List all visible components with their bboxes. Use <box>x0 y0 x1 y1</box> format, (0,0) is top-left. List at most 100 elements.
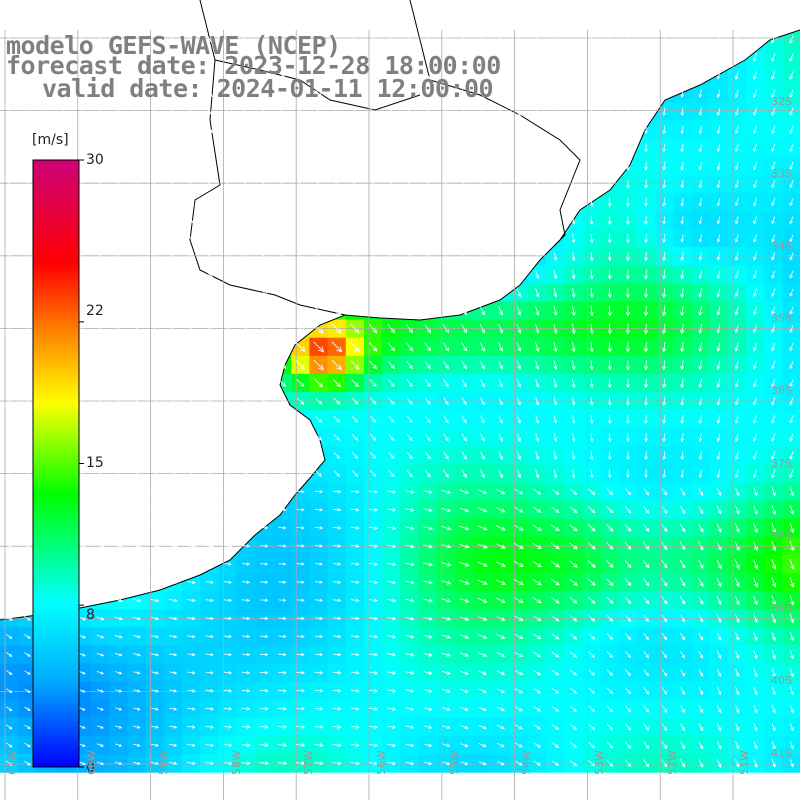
wind-arrow <box>133 53 140 62</box>
wind-arrow <box>459 579 470 585</box>
wind-arrow <box>169 397 177 405</box>
wind-arrow <box>224 54 231 61</box>
wind-arrow <box>333 470 341 477</box>
wind-arrow <box>260 526 269 530</box>
wind-arrow <box>716 89 721 99</box>
wind-arrow <box>278 234 287 242</box>
wind-arrow <box>753 270 757 280</box>
wind-arrow <box>607 396 612 407</box>
wind-arrow <box>133 107 140 116</box>
wind-arrow <box>553 378 558 388</box>
wind-arrow <box>606 524 614 532</box>
wind-arrow <box>607 179 612 189</box>
wind-arrow <box>662 179 666 189</box>
wind-arrow <box>223 707 233 711</box>
wind-arrow <box>79 180 85 189</box>
wind-arrow <box>370 180 377 188</box>
wind-arrow <box>169 325 177 333</box>
wind-arrow <box>424 379 431 388</box>
wind-arrow <box>661 323 667 335</box>
wind-arrow <box>753 704 758 714</box>
wind-arrow <box>461 306 467 316</box>
wind-arrow <box>644 251 648 262</box>
wind-arrow <box>589 469 594 479</box>
wind-arrow <box>260 544 269 548</box>
wind-arrow <box>516 415 521 424</box>
wind-arrow <box>188 53 195 61</box>
wind-arrow <box>532 597 542 604</box>
wind-arrow <box>315 415 323 423</box>
wind-arrow <box>424 360 431 370</box>
wind-arrow <box>553 323 558 335</box>
wind-arrow <box>535 161 539 171</box>
wind-arrow <box>771 741 776 750</box>
wind-arrow <box>606 741 614 749</box>
wind-arrow <box>314 562 323 566</box>
wind-arrow <box>644 161 648 171</box>
wind-arrow <box>78 652 86 657</box>
wind-arrow <box>680 53 684 62</box>
wind-arrow <box>680 668 685 677</box>
wind-arrow <box>569 687 578 694</box>
wind-arrow <box>114 761 123 765</box>
wind-arrow <box>459 507 470 513</box>
wind-arrow <box>7 143 12 153</box>
wind-arrow <box>169 144 177 152</box>
wind-arrow <box>498 433 503 442</box>
wind-arrow <box>789 504 795 516</box>
wind-arrow <box>571 378 576 389</box>
wind-arrow <box>296 306 305 315</box>
wind-arrow <box>25 52 30 63</box>
wind-arrow <box>532 488 542 495</box>
wind-arrow <box>716 559 722 570</box>
wind-arrow <box>79 162 85 171</box>
wind-arrow <box>459 598 470 603</box>
wind-arrow <box>79 252 84 261</box>
wind-arrow <box>315 198 323 206</box>
wind-arrow <box>115 107 122 116</box>
wind-arrow <box>224 72 231 79</box>
wind-arrow <box>169 451 177 460</box>
wind-arrow <box>461 342 467 352</box>
wind-arrow <box>205 689 214 693</box>
wind-arrow <box>480 180 485 189</box>
wind-arrow <box>242 415 250 423</box>
wind-arrow <box>535 433 540 443</box>
wind-arrow <box>79 451 85 460</box>
wind-arrow <box>514 488 524 495</box>
wind-arrow <box>515 724 523 730</box>
wind-arrow <box>535 396 540 406</box>
wind-arrow <box>423 526 434 531</box>
wind-arrow <box>25 324 30 334</box>
wind-arrow <box>113 507 124 512</box>
longitude-label: 55W <box>448 750 461 775</box>
wind-arrow <box>716 396 721 406</box>
wind-arrow <box>553 469 558 479</box>
wind-arrow <box>734 415 739 424</box>
wind-arrow <box>350 634 360 639</box>
wind-arrow <box>643 614 650 623</box>
wind-arrow <box>259 324 269 333</box>
wind-arrow <box>314 580 323 584</box>
wind-arrow <box>789 451 794 461</box>
wind-arrow <box>96 761 105 765</box>
wind-arrow <box>187 689 196 693</box>
wind-arrow <box>97 451 103 460</box>
wind-arrow <box>43 34 48 45</box>
wind-arrow <box>423 544 434 549</box>
wind-arrow <box>479 306 485 316</box>
wind-arrow <box>350 616 360 621</box>
wind-arrow <box>260 198 268 206</box>
wind-arrow <box>406 71 413 80</box>
wind-arrow <box>61 52 67 63</box>
wind-arrow <box>716 288 721 298</box>
wind-arrow <box>626 161 630 171</box>
wind-arrow <box>441 634 452 639</box>
wind-arrow <box>224 252 232 261</box>
wind-arrow <box>224 470 231 477</box>
wind-arrow <box>606 687 614 695</box>
wind-arrow <box>406 89 413 98</box>
wind-arrow <box>260 452 268 459</box>
wind-arrow <box>698 523 704 533</box>
wind-arrow <box>188 180 195 188</box>
